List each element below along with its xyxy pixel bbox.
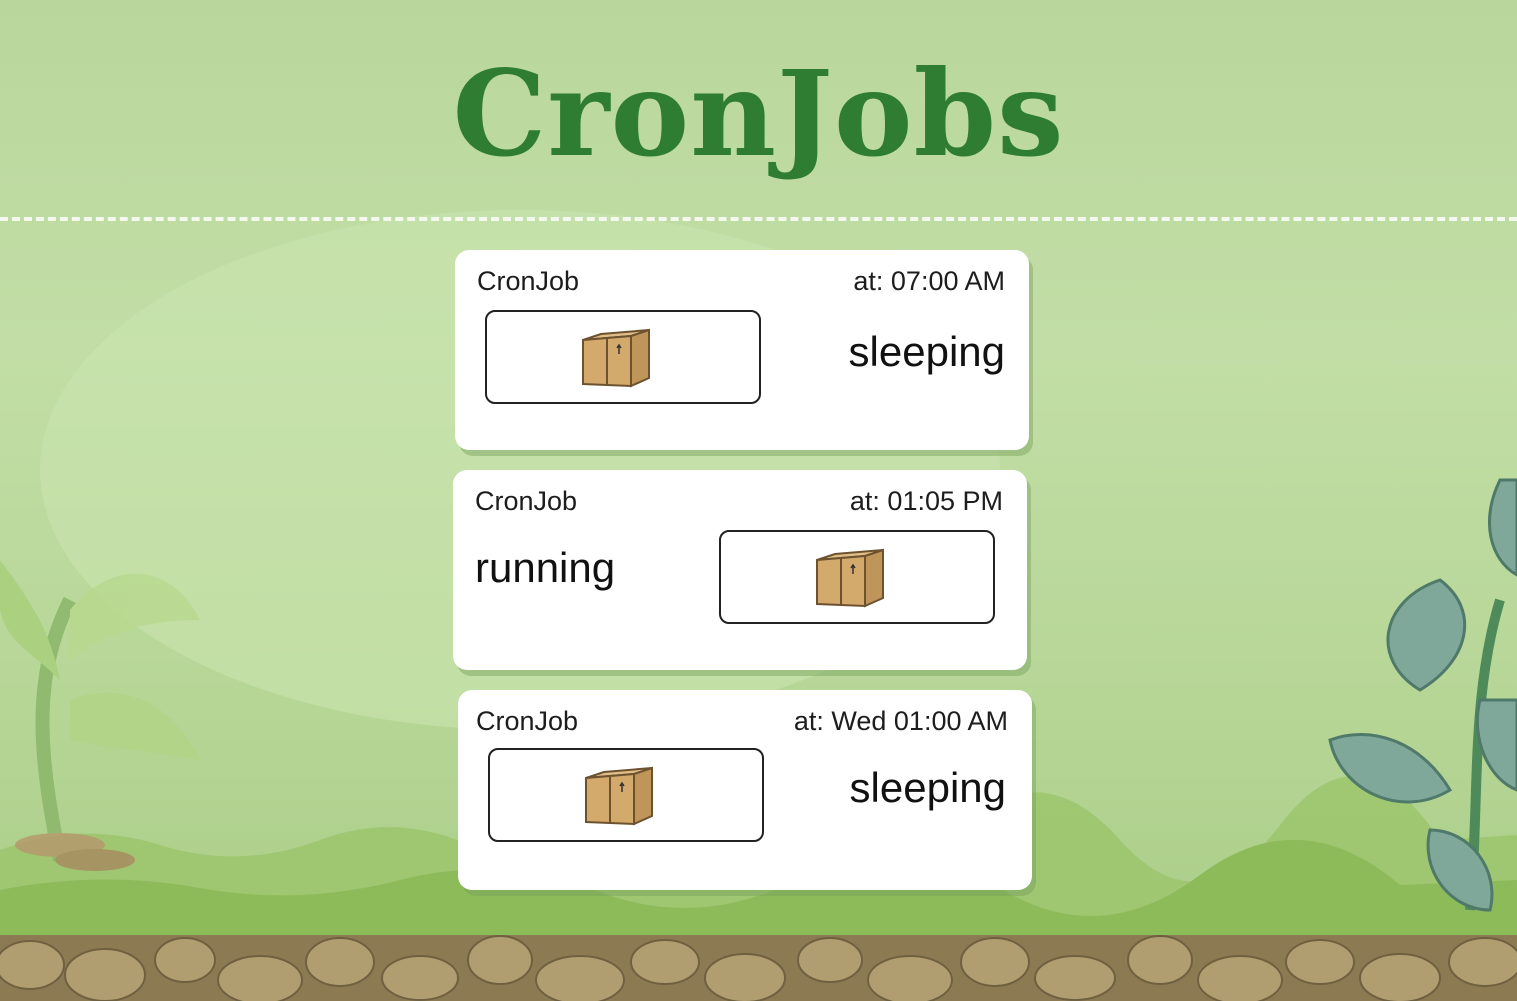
cronjob-status: running [475,544,616,591]
cronjob-card-2: CronJob at: 01:05 PM running [453,470,1027,670]
cronjob-schedule: at: Wed 01:00 AM [793,706,1008,736]
cronjob-label: CronJob [477,266,580,296]
cronjob-status: sleeping [848,328,1005,375]
package-box-icon [585,766,653,826]
cronjob-label: CronJob [476,706,579,736]
page-title: CronJobs [452,44,1065,183]
package-box-icon [816,548,884,608]
cronjob-card-1: CronJob at: 07:00 AM sleeping [455,250,1029,450]
dashed-divider [0,217,1517,221]
job-slot [719,530,995,624]
package-box-icon [582,328,650,388]
cronjob-status: sleeping [849,764,1006,811]
job-slot [488,748,764,842]
job-slot [485,310,761,404]
cronjob-schedule: at: 01:05 PM [849,486,1003,516]
cronjob-schedule: at: 07:00 AM [853,266,1005,296]
cronjob-card-3: CronJob at: Wed 01:00 AM sleeping [458,690,1032,890]
cronjob-label: CronJob [475,486,578,516]
